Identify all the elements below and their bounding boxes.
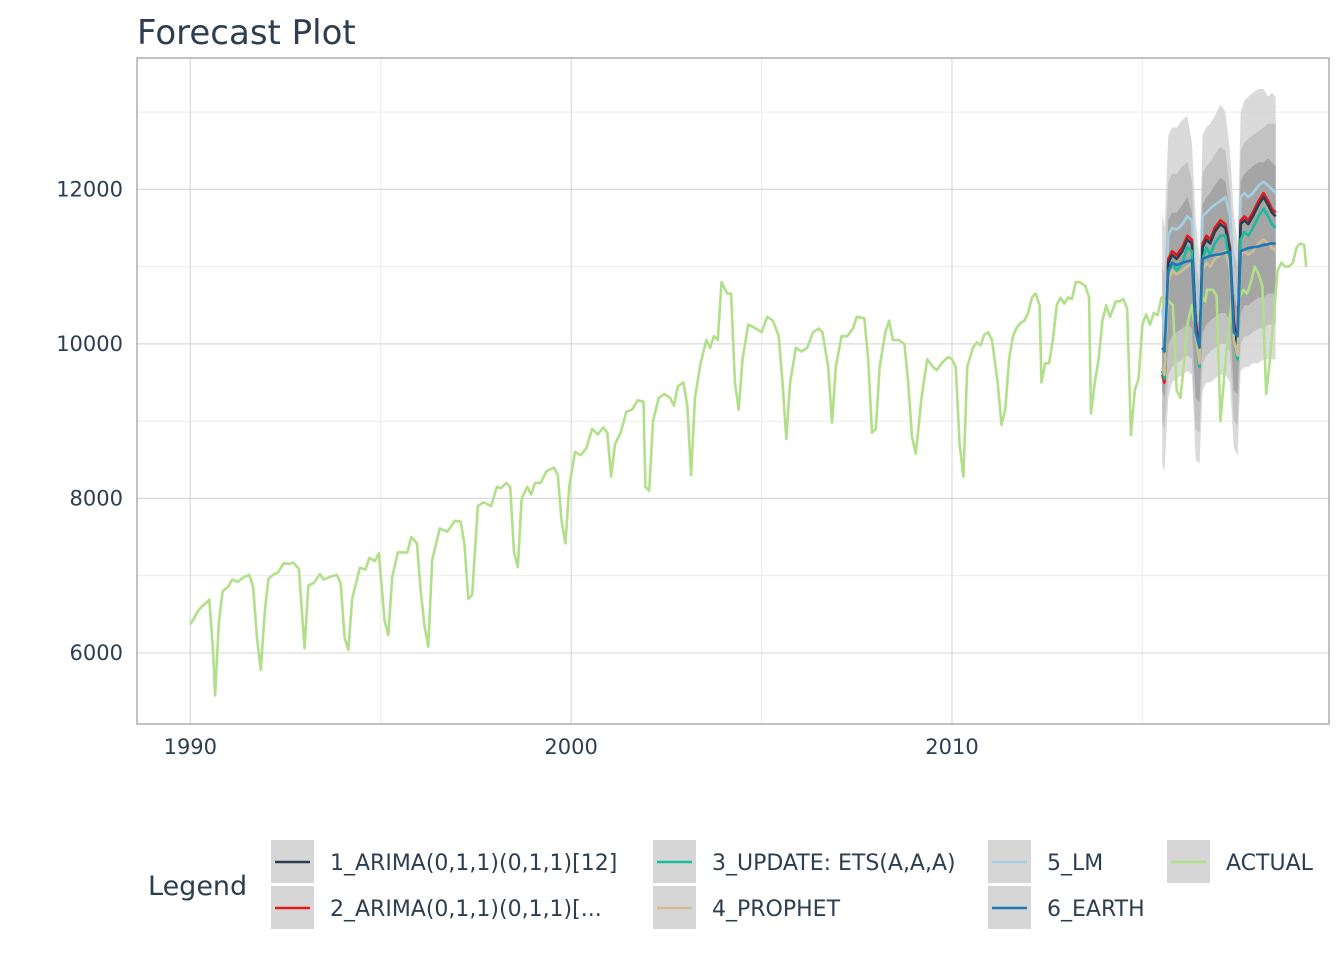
axis-tick-labels: 6000 8000 10000 12000 1990 2000 2010: [56, 177, 979, 759]
legend-item: 5_LM: [988, 840, 1103, 883]
plot-panel-border: [136, 57, 1330, 725]
y-tick-label: 10000: [56, 332, 123, 356]
forecast-confidence-bands: [1162, 88, 1276, 472]
forecast-line-4: [1160, 207, 1277, 380]
legend-item: 6_EARTH: [988, 886, 1145, 929]
legend: Legend 1_ARIMA(0,1,1)(0,1,1)[12] 2_ARIMA(…: [148, 840, 1314, 929]
forecast-line-1: [1160, 180, 1277, 338]
legend-item: 3_UPDATE: ETS(A,A,A): [653, 840, 956, 883]
legend-item: 2_ARIMA(0,1,1)(0,1,1)[...: [271, 886, 602, 929]
legend-item: 4_PROPHET: [653, 886, 841, 929]
legend-label: 3_UPDATE: ETS(A,A,A): [712, 851, 956, 876]
forecast-line-2: [1160, 191, 1277, 384]
grid-lines: [137, 58, 1329, 724]
y-tick-label: 8000: [70, 486, 123, 510]
legend-label: 1_ARIMA(0,1,1)(0,1,1)[12]: [330, 851, 617, 876]
legend-label: ACTUAL: [1226, 851, 1314, 876]
legend-label: 4_PROPHET: [712, 897, 841, 922]
legend-label: 6_EARTH: [1047, 897, 1145, 922]
chart-title: Forecast Plot: [137, 13, 356, 53]
series-lines: [189, 180, 1308, 697]
legend-label: 2_ARIMA(0,1,1)(0,1,1)[...: [330, 897, 602, 922]
legend-item: ACTUAL: [1167, 840, 1314, 883]
x-tick-label: 2000: [544, 735, 597, 759]
legend-item: 1_ARIMA(0,1,1)(0,1,1)[12]: [271, 840, 617, 883]
actual-line: [189, 242, 1308, 697]
forecast-line-3: [1160, 195, 1277, 380]
x-tick-label: 1990: [164, 735, 217, 759]
y-tick-label: 6000: [70, 641, 123, 665]
legend-label: 5_LM: [1047, 851, 1103, 876]
x-tick-label: 2010: [925, 735, 978, 759]
forecast-line-6: [1161, 242, 1276, 353]
y-tick-label: 12000: [56, 177, 123, 201]
legend-title: Legend: [148, 871, 247, 902]
